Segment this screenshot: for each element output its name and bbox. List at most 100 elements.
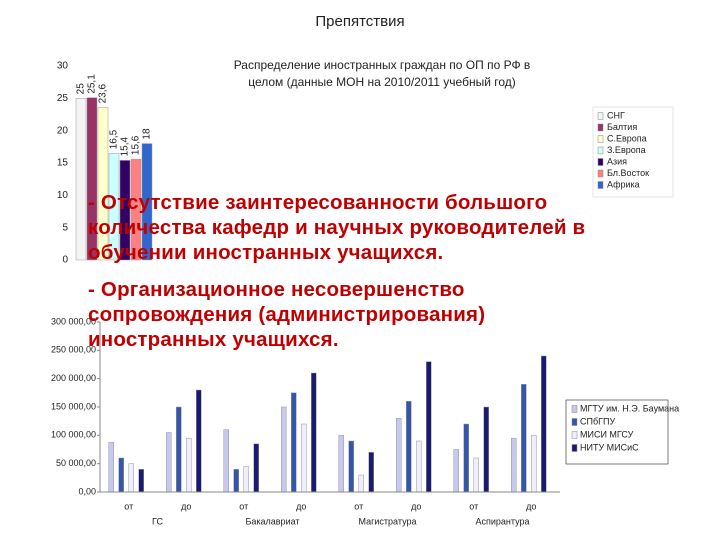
legend-label: СНГ	[607, 110, 625, 120]
legend-swatch	[597, 146, 604, 155]
y-tick-label: 30	[57, 61, 69, 72]
bar	[108, 153, 120, 261]
bar	[253, 443, 259, 493]
legend-label: НИТУ МИСиС	[580, 442, 639, 452]
x-tick-label: до	[181, 501, 191, 511]
bar	[358, 474, 364, 493]
legend-swatch	[571, 431, 578, 439]
bar	[186, 437, 192, 493]
data-label: 23,6	[98, 83, 109, 103]
group-label: Магистратура	[359, 516, 417, 526]
bar	[541, 355, 547, 493]
bar	[223, 429, 229, 493]
y-tick-label: 25	[57, 93, 69, 104]
legend-swatch	[597, 135, 604, 143]
x-tick-label: до	[296, 501, 306, 511]
x-tick-label: от	[354, 501, 363, 511]
legend-swatch	[597, 181, 604, 189]
bar	[233, 469, 239, 493]
legend-swatch	[571, 444, 578, 452]
data-label: 16,5	[109, 129, 120, 149]
bar	[243, 466, 249, 493]
legend-label: Азия	[607, 156, 627, 166]
x-tick-label: до	[526, 501, 536, 511]
legend-label: С.Европа	[607, 133, 647, 143]
group-label: ГС	[152, 516, 163, 526]
bar	[416, 440, 422, 493]
group-label: Аспирантура	[475, 516, 529, 526]
bar	[521, 384, 527, 493]
bar	[128, 463, 134, 493]
bar	[97, 107, 109, 261]
data-label: 15,6	[131, 135, 142, 155]
bar	[311, 372, 317, 493]
slide-title: Препятствия	[315, 13, 404, 30]
bar	[75, 98, 87, 261]
y-tick-label: 250 000,00	[51, 345, 96, 355]
chart-title: Распределение иностранных граждан по ОП …	[234, 58, 531, 89]
legend-swatch	[571, 405, 578, 413]
bar	[368, 452, 374, 493]
bullet: - Организационное несовершенство сопрово…	[88, 278, 486, 351]
legend-swatch	[597, 169, 604, 178]
legend-swatch	[597, 158, 604, 166]
legend-swatch	[597, 112, 604, 120]
bar	[406, 401, 412, 493]
bar	[141, 143, 153, 261]
data-label: 25,1	[87, 74, 98, 94]
bar	[196, 389, 202, 493]
data-label: 15,4	[120, 137, 131, 157]
bar	[166, 432, 172, 493]
legend-box	[592, 106, 674, 198]
legend-box	[565, 399, 669, 465]
legend-label: Бл.Восток	[607, 168, 649, 178]
y-tick-label: 200 000,00	[51, 373, 96, 383]
data-label: 18	[142, 128, 153, 140]
bar	[453, 449, 459, 493]
bar	[463, 423, 469, 493]
bar	[301, 423, 307, 493]
bar	[130, 158, 142, 261]
bullet: - Отсутствие заинтересованности большого…	[88, 191, 586, 264]
legend-label: СПбГПУ	[580, 416, 615, 426]
y-tick-label: 5	[62, 222, 68, 233]
bar	[426, 361, 432, 493]
bar	[511, 437, 517, 493]
y-tick-label: 15	[57, 158, 69, 169]
y-tick-label: 0,00	[78, 486, 96, 496]
bullets: - Отсутствие заинтересованности большого…	[88, 190, 593, 364]
y-tick-label: 100 000,00	[51, 430, 96, 440]
y-tick-label: 50 000,00	[56, 458, 96, 468]
y-tick-label: 20	[57, 125, 69, 136]
y-tick-label: 300 000,00	[51, 316, 96, 326]
group-label: Бакалавриат	[245, 516, 299, 526]
bar	[348, 440, 354, 493]
legend-label: МИСИ МГСУ	[580, 429, 634, 439]
legend-swatch	[571, 418, 578, 426]
bar	[531, 435, 537, 493]
x-tick-label: от	[124, 501, 133, 511]
bar	[86, 97, 98, 261]
y-tick-label: 0	[62, 255, 68, 266]
bar	[396, 418, 402, 493]
bar	[473, 457, 479, 493]
bar	[138, 469, 144, 493]
legend-swatch	[597, 123, 604, 132]
bar	[338, 435, 344, 493]
legend-label: Африка	[607, 179, 640, 189]
bar	[119, 160, 131, 261]
x-tick-label: от	[469, 501, 478, 511]
bar	[176, 406, 182, 493]
bar	[291, 392, 297, 493]
y-tick-label: 10	[57, 190, 69, 201]
legend-label: МГТУ им. Н.Э. Баумана	[580, 403, 679, 413]
y-tick-label: 150 000,00	[51, 401, 96, 411]
x-tick-label: до	[411, 501, 421, 511]
legend-label: З.Европа	[607, 145, 646, 155]
bar	[483, 406, 489, 493]
data-label: 25	[76, 83, 87, 95]
bar	[281, 406, 287, 493]
bar	[118, 457, 124, 493]
